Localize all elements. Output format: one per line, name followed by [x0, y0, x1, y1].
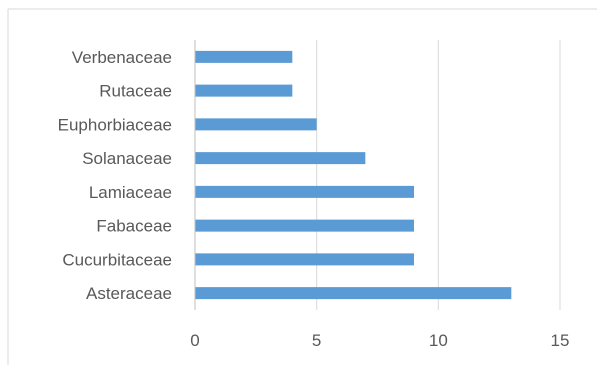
bar-fabaceae	[195, 219, 414, 232]
x-tick-label-5: 5	[312, 331, 321, 350]
bar-solanaceae	[195, 152, 366, 165]
category-label-solanaceae: Solanaceae	[82, 149, 172, 168]
bar-euphorbiaceae	[195, 118, 317, 131]
category-label-verbenaceae: Verbenaceae	[72, 48, 172, 67]
bar-rutaceae	[195, 84, 293, 97]
bar-lamiaceae	[195, 185, 414, 198]
x-tick-label-0: 0	[190, 331, 199, 350]
bar-cucurbitaceae	[195, 253, 414, 266]
x-tick-label-10: 10	[429, 331, 448, 350]
bars	[195, 50, 512, 300]
labels: 0 5 10 15 Asteraceae Cucurbitaceae Fabaceae Lam…	[58, 48, 570, 350]
bar-asteraceae	[195, 287, 512, 300]
category-label-euphorbiaceae: Euphorbiaceae	[58, 115, 172, 134]
category-label-fabaceae: Fabaceae	[96, 217, 172, 236]
category-label-asteraceae: Asteraceae	[86, 284, 172, 303]
category-label-cucurbitaceae: Cucurbitaceae	[62, 250, 172, 269]
x-tick-label-15: 15	[551, 331, 570, 350]
bar-verbenaceae	[195, 50, 293, 63]
category-label-rutaceae: Rutaceae	[99, 82, 172, 101]
category-label-lamiaceae: Lamiaceae	[89, 183, 172, 202]
gridlines	[316, 40, 561, 310]
